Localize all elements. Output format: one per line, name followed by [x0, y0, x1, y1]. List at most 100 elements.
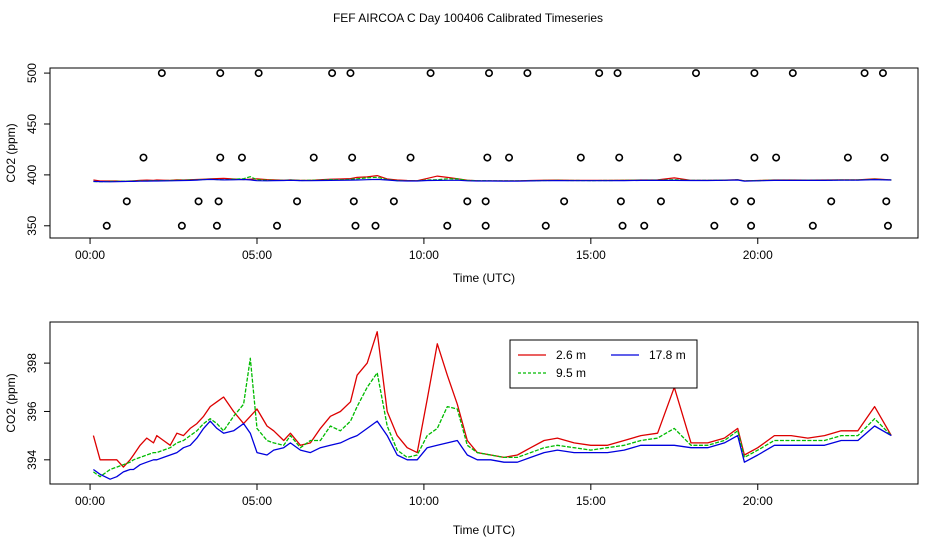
- scatter-point: [212, 221, 221, 230]
- scatter-point: [505, 153, 514, 162]
- scatter-point: [730, 197, 739, 206]
- scatter-point: [750, 69, 759, 78]
- y-tick-label: 400: [25, 165, 39, 185]
- x-tick-label: 05:00: [242, 248, 272, 262]
- x-tick-label: 15:00: [576, 494, 606, 508]
- scatter-point: [710, 221, 719, 230]
- top-x-axis: 00:00 05:00 10:00 15:00 20:00: [75, 238, 773, 262]
- scatter-point: [254, 69, 263, 78]
- scatter-point: [485, 69, 494, 78]
- scatter-point: [772, 153, 781, 162]
- scatter-point: [463, 197, 472, 206]
- series-line-9-5-m: [93, 357, 892, 478]
- scatter-point: [691, 69, 700, 78]
- legend-label-9-5m: 9.5 m: [556, 366, 586, 380]
- scatter-point: [309, 153, 318, 162]
- scatter-point: [673, 153, 682, 162]
- top-y-axis: 350 400 450 500: [25, 63, 50, 236]
- legend-label-2-6m: 2.6 m: [556, 348, 586, 362]
- y-tick-label: 450: [25, 114, 39, 134]
- x-tick-label: 20:00: [743, 248, 773, 262]
- bottom-x-axis: 00:00 05:00 10:00 15:00 20:00: [75, 484, 773, 508]
- scatter-point: [371, 221, 380, 230]
- top-plot-frame: [49, 67, 919, 239]
- scatter-point: [346, 69, 355, 78]
- scatter-point: [348, 153, 357, 162]
- top-series-lines: [93, 175, 892, 183]
- scatter-point: [750, 153, 759, 162]
- scatter-point: [328, 69, 337, 78]
- scatter-point: [618, 221, 627, 230]
- scatter-point: [139, 153, 148, 162]
- scatter-point: [615, 153, 624, 162]
- bottom-panel: 00:00 05:00 10:00 15:00 20:00 394 396 398 Time…: [4, 321, 919, 537]
- series-line-2-6-m: [92, 331, 892, 468]
- scatter-point: [389, 197, 398, 206]
- scatter-point: [237, 153, 246, 162]
- series-line-17-8-m: [93, 178, 892, 183]
- scatter-point: [541, 221, 550, 230]
- scatter-point: [481, 197, 490, 206]
- scatter-point: [640, 221, 649, 230]
- scatter-point: [843, 153, 852, 162]
- y-tick-label: 396: [25, 401, 39, 421]
- scatter-point: [216, 153, 225, 162]
- series-line-17-8-m: [93, 420, 892, 480]
- scatter-point: [406, 153, 415, 162]
- scatter-point: [788, 69, 797, 78]
- scatter-point: [216, 69, 225, 78]
- top-y-axis-label: CO2 (ppm): [4, 123, 18, 182]
- scatter-point: [595, 69, 604, 78]
- scatter-point: [349, 197, 358, 206]
- scatter-point: [293, 197, 302, 206]
- scatter-point: [102, 221, 111, 230]
- scatter-point: [443, 221, 452, 230]
- scatter-point: [194, 197, 203, 206]
- scatter-point: [808, 221, 817, 230]
- scatter-point: [273, 221, 282, 230]
- bottom-x-axis-label: Time (UTC): [453, 523, 515, 537]
- scatter-point: [426, 69, 435, 78]
- y-tick-label: 500: [25, 63, 39, 83]
- scatter-point: [880, 153, 889, 162]
- bottom-plot-frame: [49, 321, 919, 485]
- scatter-point: [878, 69, 887, 78]
- scatter-point: [827, 197, 836, 206]
- top-panel: 00:00 05:00 10:00 15:00 20:00 350 400 450 500 T…: [4, 63, 919, 285]
- legend: 2.6 m 9.5 m 17.8 m: [509, 339, 698, 389]
- scatter-point: [177, 221, 186, 230]
- x-tick-label: 10:00: [409, 494, 439, 508]
- scatter-point: [747, 221, 756, 230]
- bottom-y-axis-label: CO2 (ppm): [4, 373, 18, 432]
- bottom-series-lines: [92, 331, 892, 480]
- scatter-point: [483, 153, 492, 162]
- x-tick-label: 00:00: [75, 248, 105, 262]
- scatter-point: [656, 197, 665, 206]
- scatter-point: [122, 197, 131, 206]
- scatter-point: [882, 197, 891, 206]
- scatter-point: [560, 197, 569, 206]
- bottom-y-axis: 394 396 398: [25, 353, 50, 470]
- x-tick-label: 10:00: [409, 248, 439, 262]
- y-tick-label: 398: [25, 353, 39, 373]
- scatter-point: [613, 69, 622, 78]
- chart-title: FEF AIRCOA C Day 100406 Calibrated Times…: [333, 11, 603, 25]
- scatter-point: [523, 69, 532, 78]
- x-tick-label: 15:00: [576, 248, 606, 262]
- top-x-axis-label: Time (UTC): [453, 271, 515, 285]
- scatter-point: [576, 153, 585, 162]
- scatter-point: [616, 197, 625, 206]
- scatter-point: [860, 69, 869, 78]
- scatter-point: [883, 221, 892, 230]
- legend-label-17-8m: 17.8 m: [649, 348, 686, 362]
- scatter-point: [157, 69, 166, 78]
- x-tick-label: 00:00: [75, 494, 105, 508]
- scatter-point: [747, 197, 756, 206]
- x-tick-label: 05:00: [242, 494, 272, 508]
- legend-box: [509, 339, 698, 389]
- x-tick-label: 20:00: [743, 494, 773, 508]
- scatter-point: [214, 197, 223, 206]
- y-tick-label: 350: [25, 215, 39, 235]
- scatter-point: [351, 221, 360, 230]
